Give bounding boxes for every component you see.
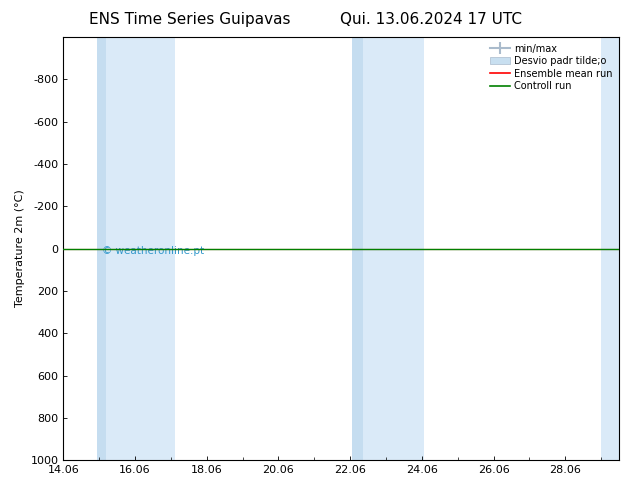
Bar [601, 37, 619, 460]
Text: Qui. 13.06.2024 17 UTC: Qui. 13.06.2024 17 UTC [340, 12, 522, 27]
Legend: min/max, Desvio padr tilde;o, Ensemble mean run, Controll run: min/max, Desvio padr tilde;o, Ensemble m… [488, 42, 614, 93]
Text: © weatheronline.pt: © weatheronline.pt [102, 246, 204, 256]
Y-axis label: Temperature 2m (°C): Temperature 2m (°C) [15, 190, 25, 307]
Bar [107, 37, 174, 460]
Text: ENS Time Series Guipavas: ENS Time Series Guipavas [89, 12, 291, 27]
Bar [363, 37, 424, 460]
Bar [352, 37, 363, 460]
Bar [98, 37, 107, 460]
